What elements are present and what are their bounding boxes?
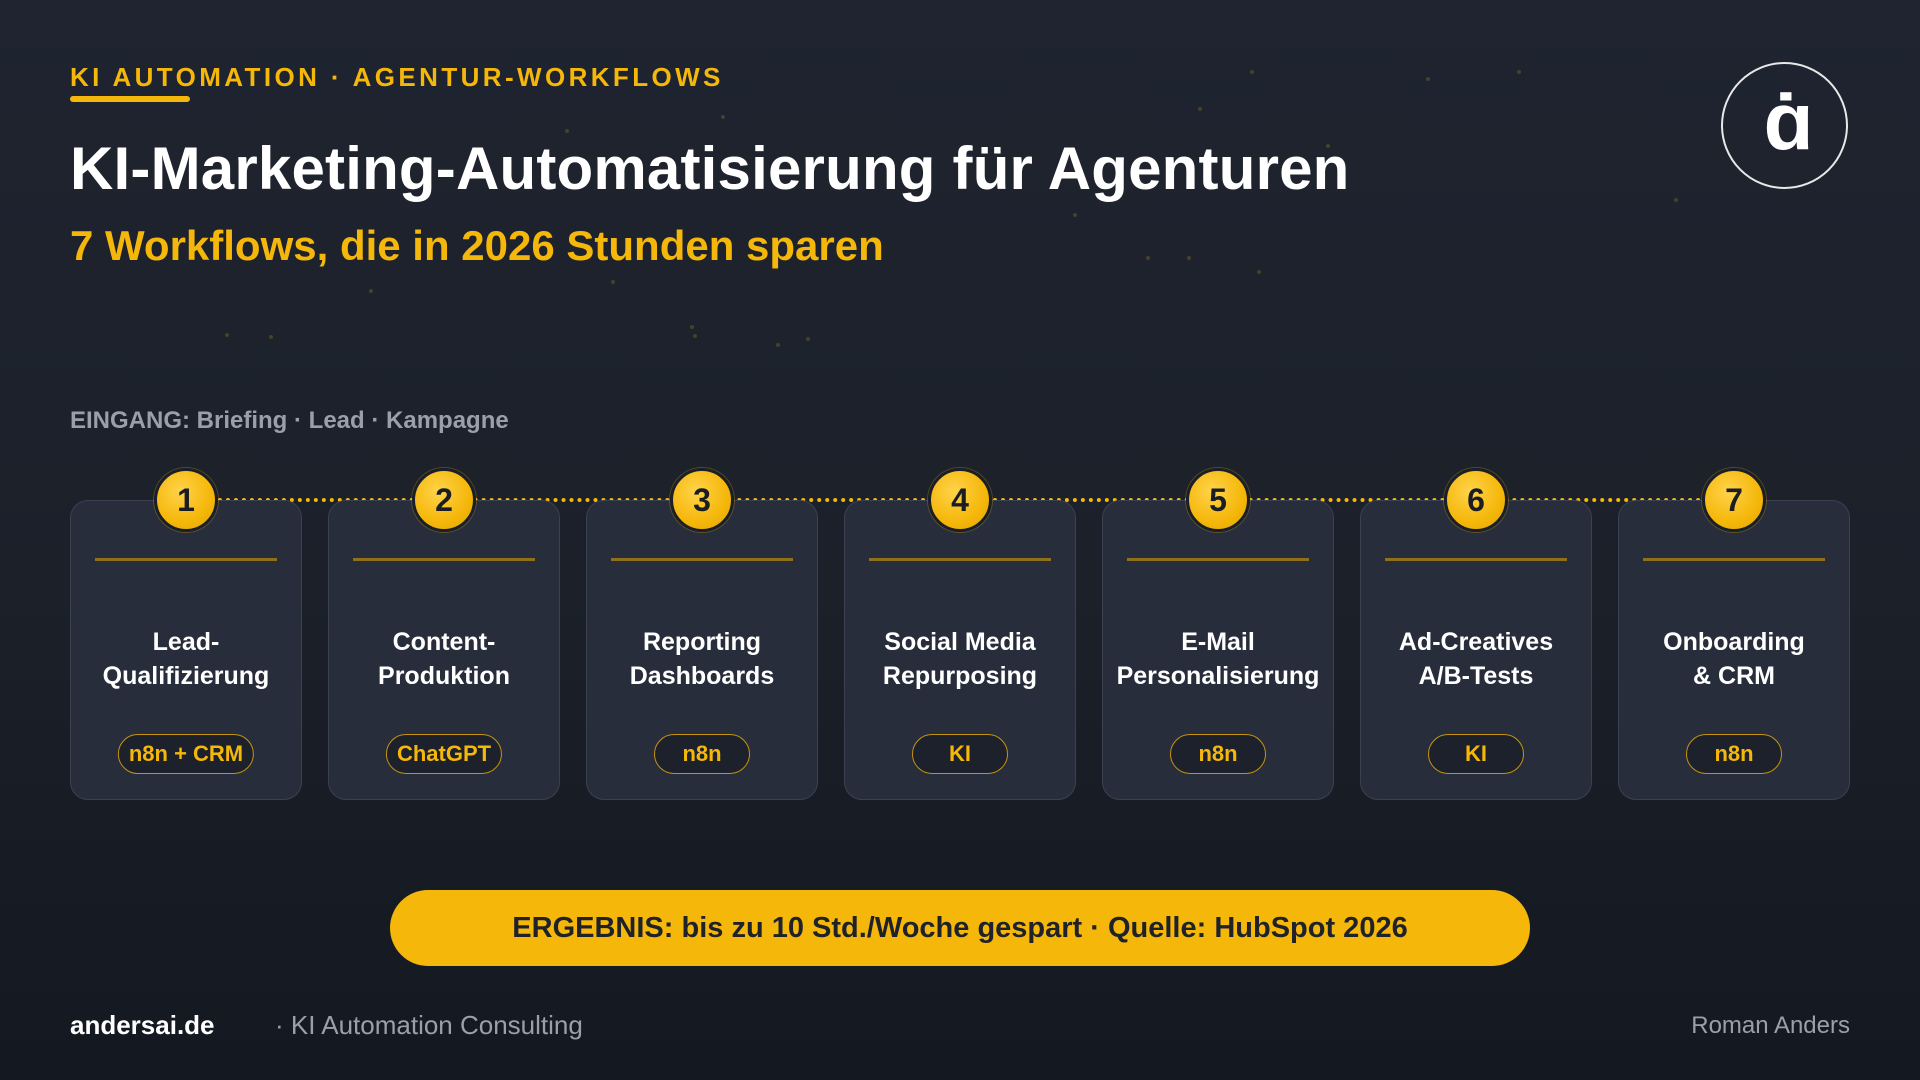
workflow-card-2: Content- Produktion ChatGPT — [328, 500, 560, 800]
logo-letter: ɑ̇ — [1763, 75, 1814, 167]
step-badge-1: 1 — [154, 468, 218, 532]
step-badge-5: 5 — [1186, 468, 1250, 532]
card-divider — [1127, 558, 1309, 561]
workflow-card-6: Ad-Creatives A/B-Tests KI — [1360, 500, 1592, 800]
step-badge-4: 4 — [928, 468, 992, 532]
step-badge-2: 2 — [412, 468, 476, 532]
kicker-label: KI AUTOMATION · AGENTUR-WORKFLOWS — [70, 62, 724, 92]
card-divider — [611, 558, 793, 561]
workflow-card-4: Social Media Repurposing KI — [844, 500, 1076, 800]
workflow-name: Reporting Dashboards — [629, 628, 775, 690]
workflow-card-5: E-Mail Personalisierung n8n — [1102, 500, 1334, 800]
brand-logo: ɑ̇ — [1721, 62, 1848, 189]
step-badge-6: 6 — [1444, 468, 1508, 532]
workflow-name: Onboarding & CRM — [1663, 628, 1805, 690]
workflow-card-7: Onboarding & CRM n8n — [1618, 500, 1850, 800]
workflow-card-1: Lead- Qualifizierung n8n + CRM — [70, 500, 302, 800]
workflow-name: Lead- Qualifizierung — [102, 628, 270, 690]
tool-tag: n8n + CRM — [117, 734, 255, 774]
card-divider — [869, 558, 1051, 561]
tool-tag: KI — [1428, 734, 1524, 774]
workflow-name: Social Media Repurposing — [882, 628, 1038, 690]
card-divider — [95, 558, 277, 561]
result-banner: ERGEBNIS: bis zu 10 Std./Woche gespart ·… — [390, 890, 1530, 966]
step-badge-7: 7 — [1702, 468, 1766, 532]
footer-brand: andersai.de — [70, 1010, 215, 1040]
footer-author: Roman Anders — [1691, 1012, 1850, 1039]
workflow-name: E-Mail Personalisierung — [1116, 628, 1320, 690]
page-title: KI-Marketing-Automatisierung für Agentur… — [70, 135, 1350, 202]
footer-subline: · KI Automation Consulting — [275, 1010, 583, 1040]
kicker-underline — [70, 96, 190, 102]
workflow-name: Ad-Creatives A/B-Tests — [1398, 628, 1554, 690]
workflow-name: Content- Produktion — [378, 628, 510, 690]
tool-tag: n8n — [654, 734, 750, 774]
tool-tag: n8n — [1170, 734, 1266, 774]
page-subtitle: 7 Workflows, die in 2026 Stunden sparen — [70, 222, 884, 269]
input-label: EINGANG: Briefing · Lead · Kampagne — [70, 407, 509, 434]
card-divider — [353, 558, 535, 561]
tool-tag: ChatGPT — [385, 734, 503, 774]
card-divider — [1643, 558, 1825, 561]
workflow-card-3: Reporting Dashboards n8n — [586, 500, 818, 800]
tool-tag: KI — [912, 734, 1008, 774]
card-divider — [1385, 558, 1567, 561]
step-badge-3: 3 — [670, 468, 734, 532]
tool-tag: n8n — [1686, 734, 1782, 774]
